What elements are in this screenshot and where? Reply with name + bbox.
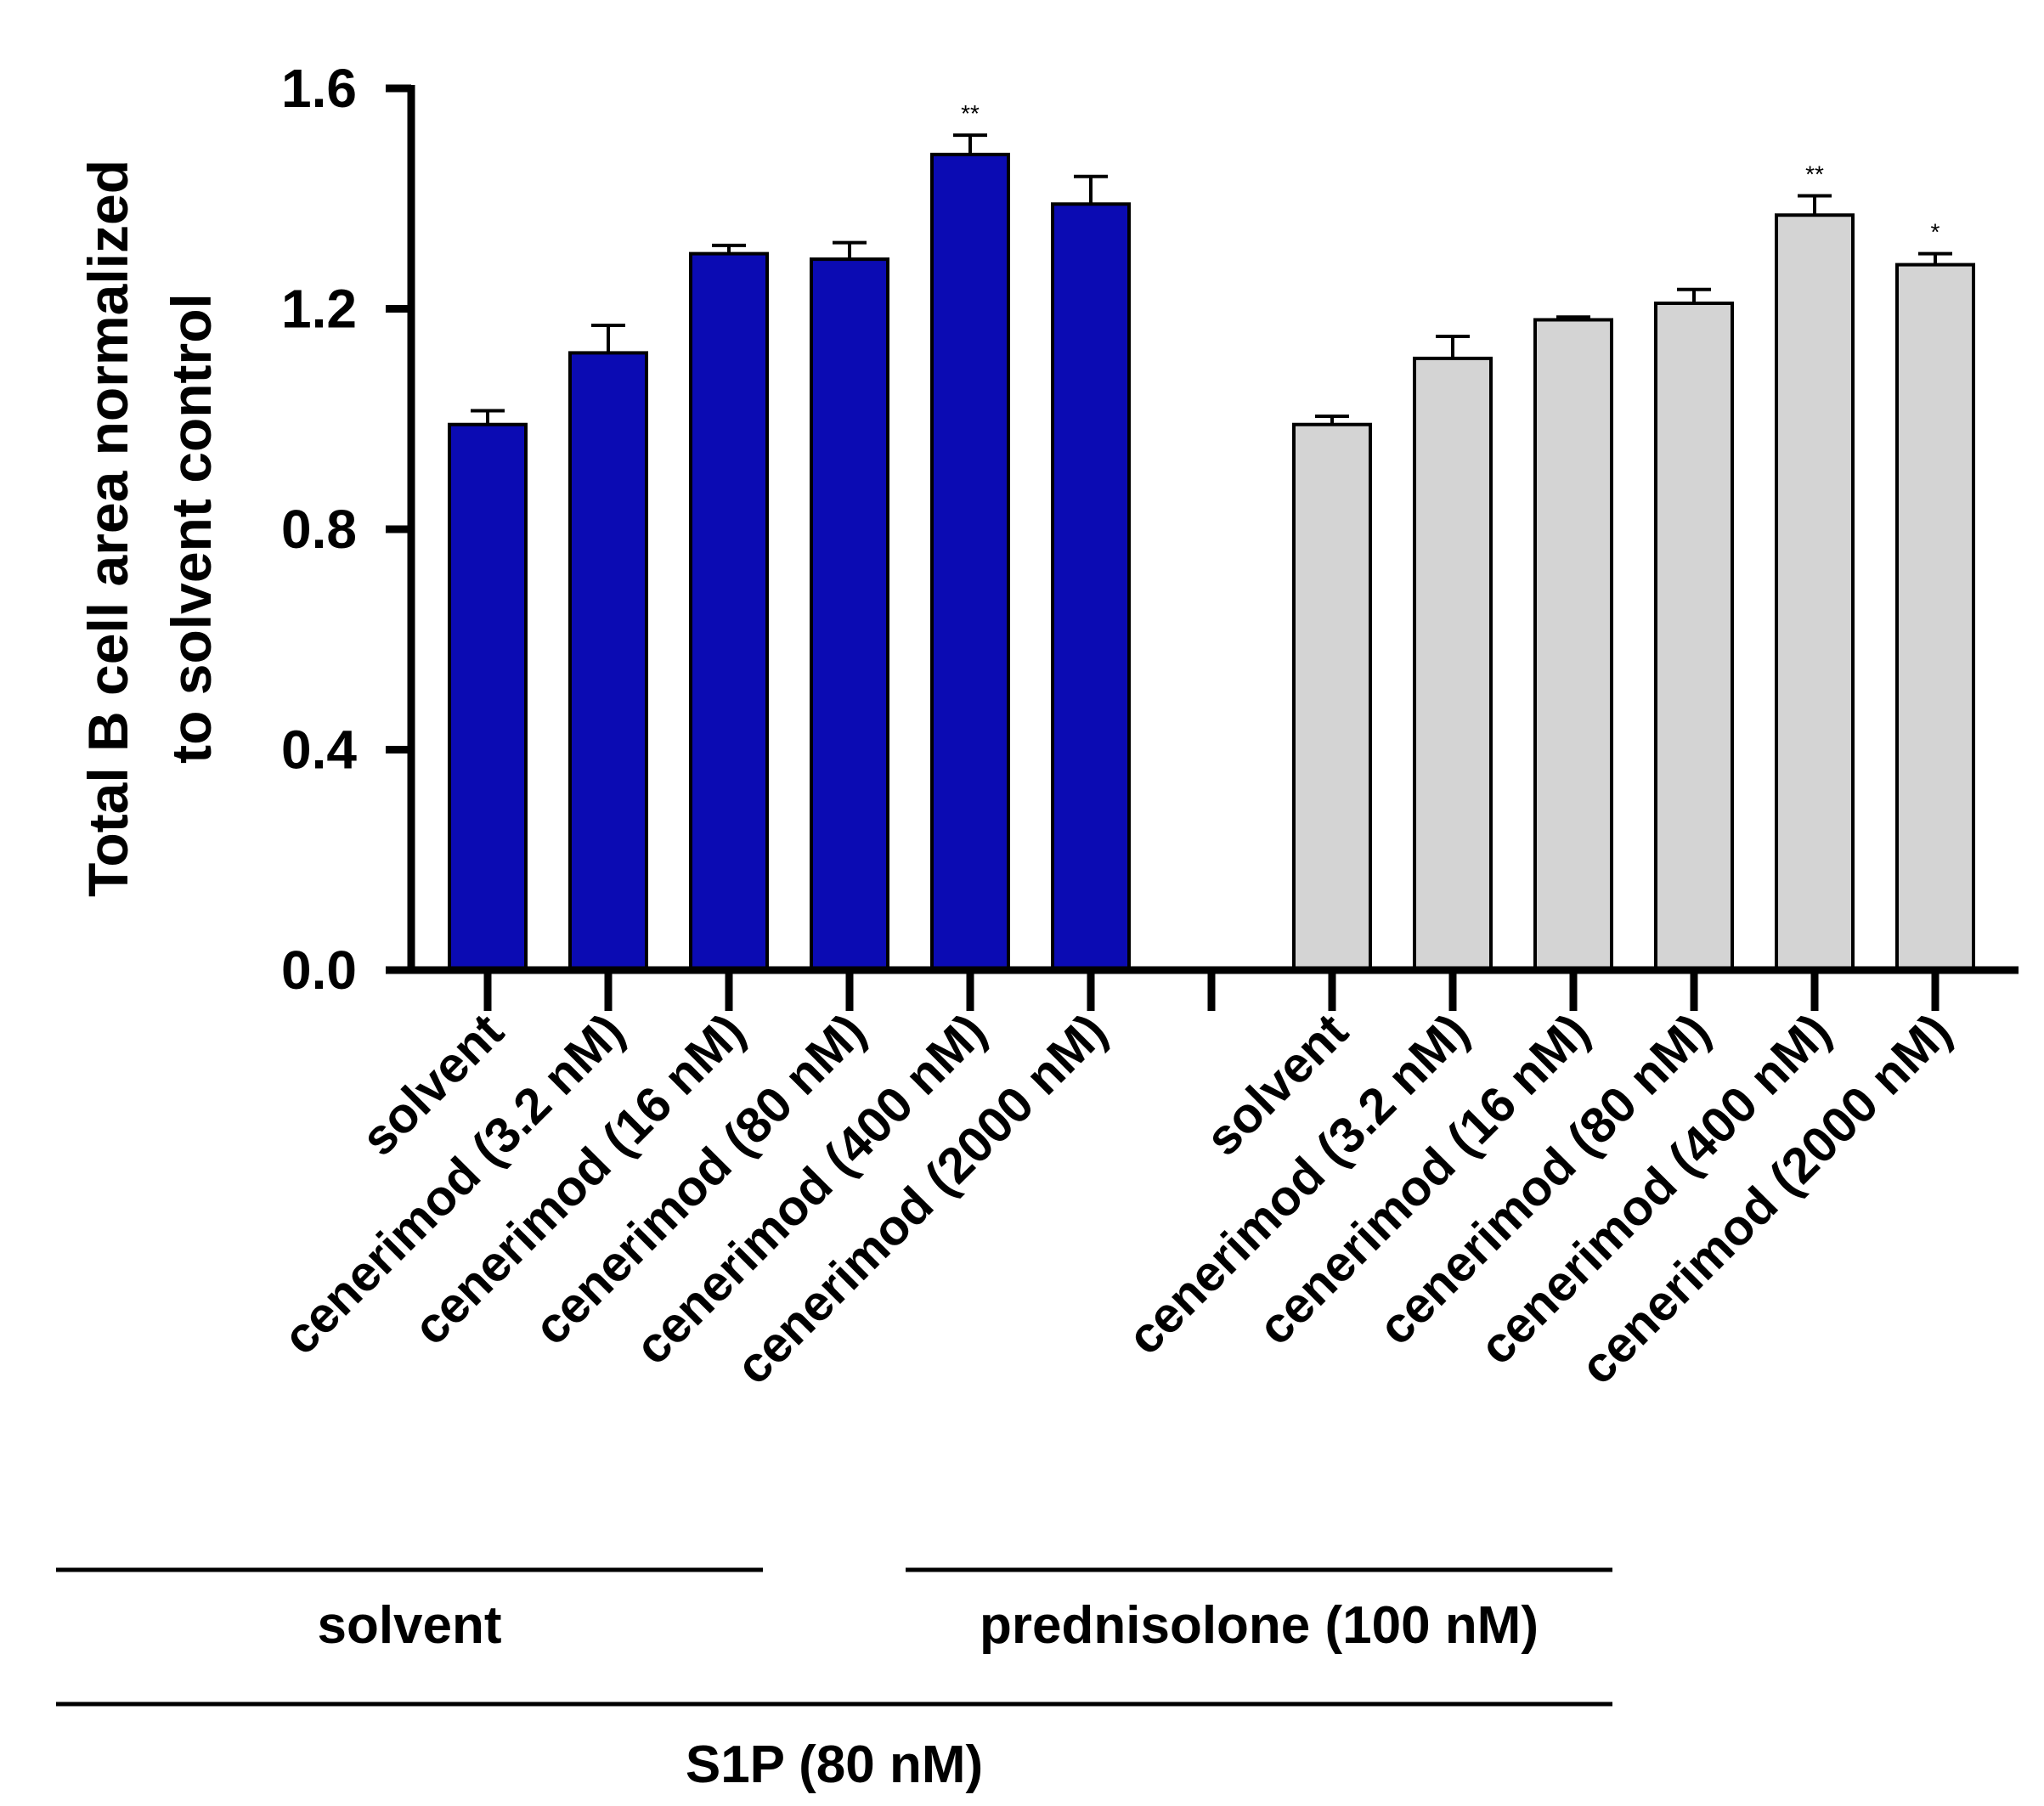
treatment-label-prednisolone: prednisolone (100 nM) (980, 1596, 1539, 1655)
error-bar-prednisolone-1 (1436, 334, 1470, 358)
y-axis-label: Total B cell area normalized to solvent … (76, 160, 223, 897)
bars-layer (448, 152, 1975, 973)
y-tick-label-2: 0.8 (281, 499, 357, 560)
axes-layer (386, 84, 2019, 1011)
significance-prednisolone-5: * (1931, 219, 1940, 246)
y-tick-labels: 0.0 0.4 0.8 1.2 1.6 (281, 58, 357, 1001)
y-axis-label-line-1: Total B cell area normalized (76, 160, 139, 897)
error-bar-prednisolone-0 (1315, 415, 1349, 425)
significance-marks: ***** (961, 100, 1940, 245)
error-bar-solvent-2 (712, 243, 746, 254)
y-axis-label-line-2: to solvent control (160, 293, 223, 764)
error-bar-solvent-4 (953, 133, 987, 155)
treatment-label-solvent: solvent (317, 1596, 501, 1655)
error-bar-solvent-1 (591, 323, 625, 353)
error-bar-prednisolone-5 (1918, 251, 1952, 265)
error-bar-prednisolone-3 (1677, 287, 1711, 304)
bar-prednisolone-4 (1775, 213, 1855, 972)
error-bar-prednisolone-4 (1798, 194, 1832, 216)
bar-solvent-0 (448, 422, 528, 972)
y-tick-label-1: 0.4 (281, 720, 357, 781)
bar-prednisolone-3 (1654, 302, 1734, 972)
stimulus-label: S1P (80 nM) (686, 1735, 983, 1794)
bar-prednisolone-1 (1413, 356, 1493, 972)
y-tick-label-4: 1.6 (281, 58, 357, 119)
error-bar-solvent-3 (833, 240, 867, 260)
y-tick-label-3: 1.2 (281, 279, 357, 340)
significance-solvent-4: ** (961, 100, 980, 127)
group-brackets: solvent prednisolone (100 nM) S1P (80 nM… (56, 1567, 1612, 1794)
error-bars-layer (471, 133, 1952, 425)
bar-solvent-4 (930, 152, 1010, 973)
bar-solvent-2 (689, 251, 769, 972)
bar-solvent-1 (568, 351, 648, 972)
bar-solvent-5 (1051, 202, 1131, 973)
bar-prednisolone-0 (1292, 422, 1372, 972)
bar-prednisolone-5 (1895, 262, 1975, 973)
error-bar-prednisolone-2 (1556, 315, 1590, 320)
y-tick-label-0: 0.0 (281, 940, 357, 1001)
error-bar-solvent-0 (471, 409, 505, 425)
bar-solvent-3 (810, 257, 889, 972)
error-bar-solvent-5 (1074, 174, 1108, 205)
bar-prednisolone-2 (1533, 318, 1613, 973)
significance-prednisolone-4: ** (1805, 161, 1824, 188)
